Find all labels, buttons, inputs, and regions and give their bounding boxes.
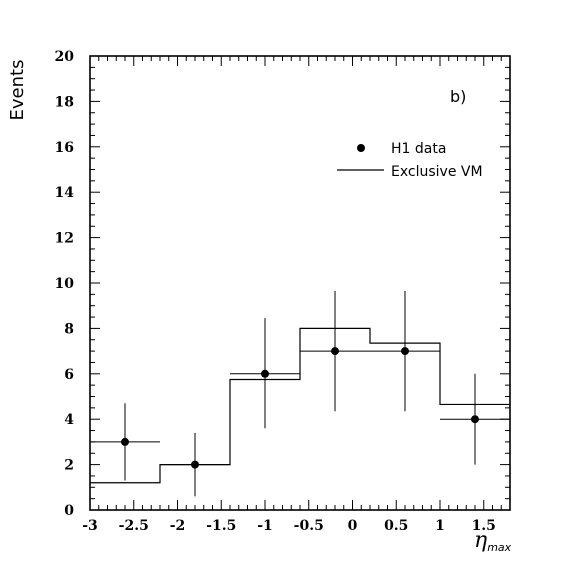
data-point — [440, 373, 510, 465]
y-tick-label: 6 — [64, 367, 74, 383]
data-marker — [121, 437, 129, 446]
y-tick-label: 14 — [55, 185, 75, 201]
x-tick-label: -0.5 — [294, 518, 324, 534]
x-tick-label: 0 — [348, 518, 358, 534]
data-marker — [261, 369, 269, 378]
y-axis-label: Events — [7, 60, 28, 121]
x-tick-label: -2.5 — [119, 518, 149, 534]
y-tick-label: 4 — [64, 412, 74, 428]
x-tick-label: -1 — [257, 518, 273, 534]
data-marker — [331, 347, 339, 356]
y-tick-label: 16 — [55, 140, 74, 156]
data-marker — [401, 347, 409, 356]
y-tick-label: 20 — [55, 49, 75, 65]
x-tick-label: 1 — [435, 518, 445, 534]
x-tick-label: 1.5 — [472, 518, 496, 534]
data-point — [370, 290, 440, 412]
legend-data-marker — [357, 144, 365, 152]
legend-line-label: Exclusive VM — [391, 164, 483, 180]
y-tick-label: 0 — [64, 503, 74, 519]
data-marker — [471, 415, 479, 424]
y-tick-label: 10 — [55, 276, 75, 292]
x-tick-label: -3 — [82, 518, 98, 534]
panel-label: b) — [450, 87, 466, 106]
data-point — [230, 318, 300, 429]
data-point — [160, 432, 230, 497]
x-axis-symbol: η — [474, 528, 487, 553]
y-tick-label: 18 — [55, 94, 74, 110]
y-tick-label: 12 — [55, 231, 74, 247]
x-tick-label: -1.5 — [206, 518, 236, 534]
x-tick-label: -2 — [170, 518, 186, 534]
y-tick-label: 8 — [64, 321, 74, 337]
y-tick-label: 2 — [64, 458, 74, 474]
x-axis-label: ηmax — [474, 528, 512, 554]
data-point — [300, 290, 370, 412]
x-tick-label: 0.5 — [384, 518, 408, 534]
exclusive-vm-histogram — [90, 327, 510, 484]
data-marker — [191, 460, 199, 469]
x-axis-subscript: max — [487, 541, 511, 554]
data-point — [90, 403, 160, 481]
legend-data-label: H1 data — [391, 141, 446, 157]
